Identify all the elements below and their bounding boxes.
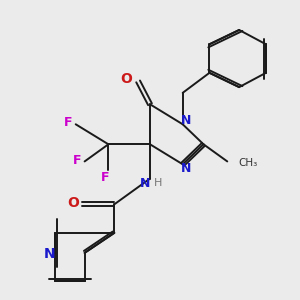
Text: O: O bbox=[120, 72, 132, 86]
Text: CH₃: CH₃ bbox=[238, 158, 258, 168]
Text: F: F bbox=[101, 171, 110, 184]
Text: F: F bbox=[64, 116, 73, 129]
Text: O: O bbox=[67, 196, 79, 210]
Text: N: N bbox=[44, 247, 56, 261]
Text: N: N bbox=[181, 162, 191, 175]
Text: N: N bbox=[181, 114, 191, 127]
Text: F: F bbox=[73, 154, 81, 166]
Text: H: H bbox=[154, 178, 163, 188]
Text: N: N bbox=[140, 177, 151, 190]
